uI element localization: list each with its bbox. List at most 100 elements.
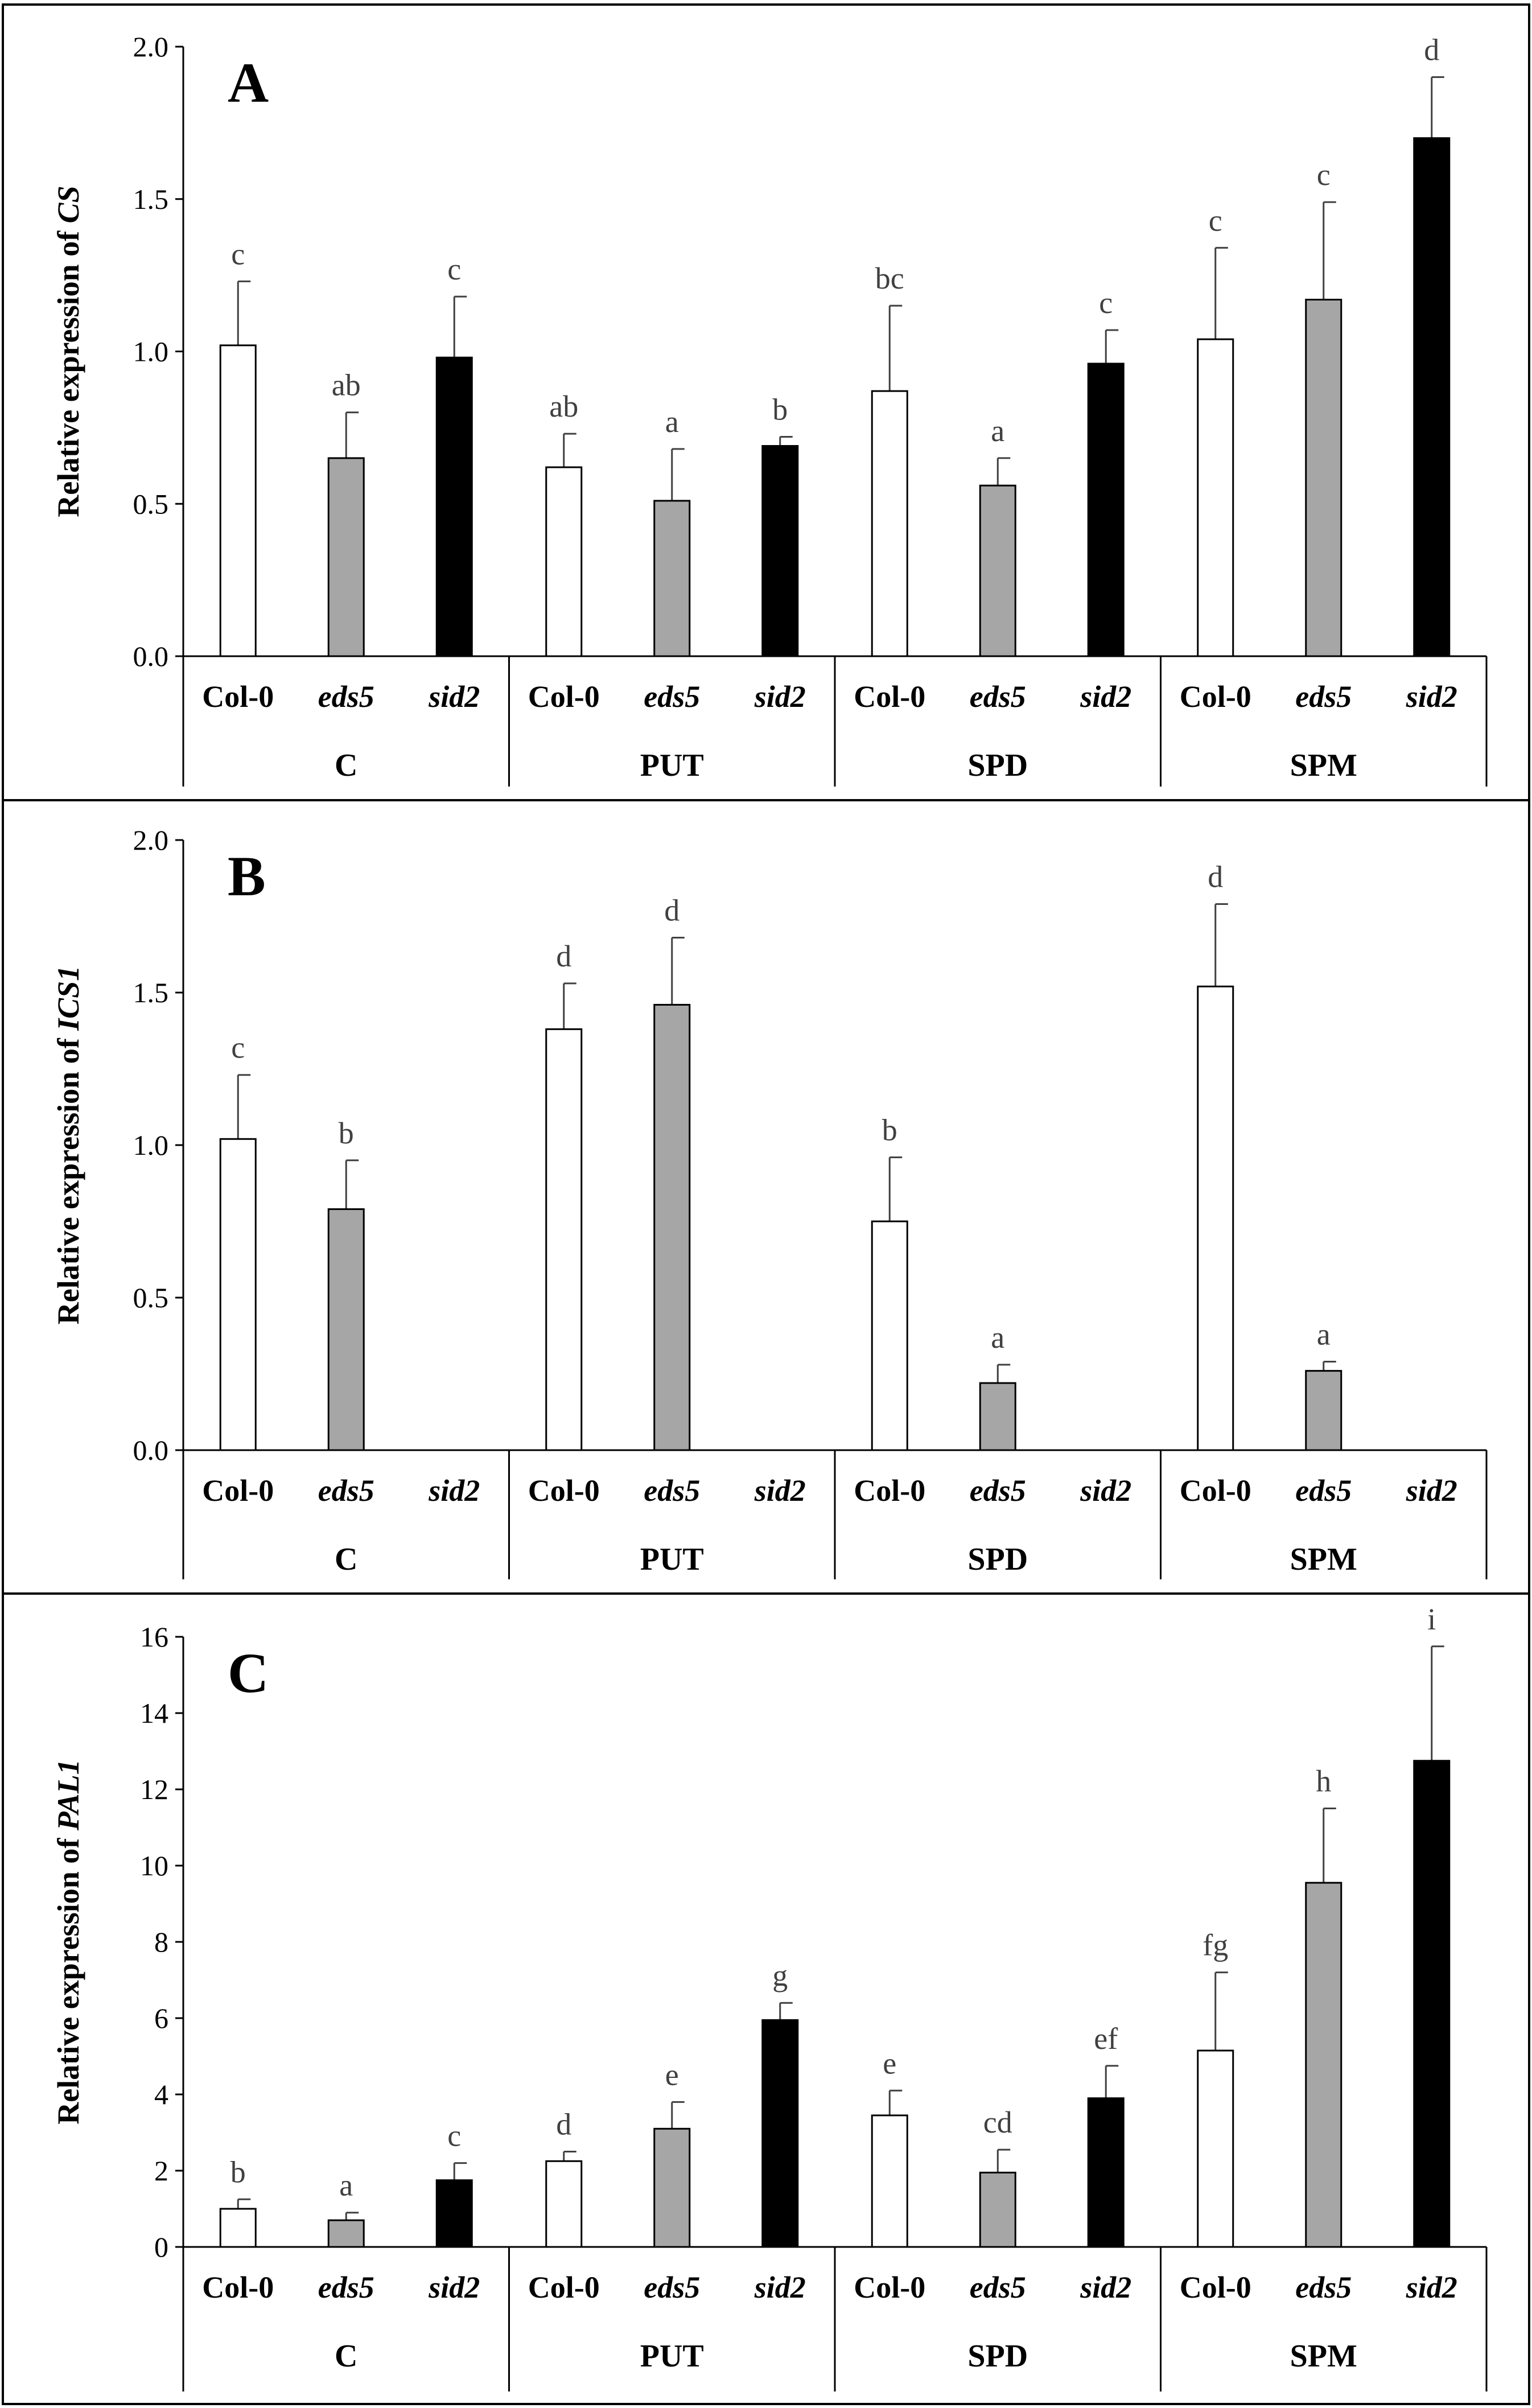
significance-letter: a xyxy=(991,1320,1004,1355)
bar-Col-0-SPD xyxy=(871,2114,908,2248)
genotype-label: Col-0 xyxy=(202,1473,274,1508)
significance-letter: g xyxy=(772,1958,788,1993)
panel-C: 0 2 4 6 8 10 12 14 16 Relative expression of PAL1… xyxy=(2,1592,1530,2405)
bar-sid2-PUT xyxy=(761,2019,799,2248)
y-tick-label: 1.5 xyxy=(133,977,169,1009)
y-tick-label: 2.0 xyxy=(133,31,169,63)
genotype-label: eds5 xyxy=(318,2270,374,2304)
significance-letter: b xyxy=(230,2155,246,2189)
bar-Col-0-SPD xyxy=(871,1220,908,1451)
bar-sid2-SPM xyxy=(1413,137,1451,657)
bar-Col-0-C xyxy=(219,344,257,657)
genotype-label: eds5 xyxy=(970,2270,1026,2304)
significance-letter: a xyxy=(991,414,1004,448)
significance-letter: b xyxy=(882,1113,897,1147)
y-axis-title: Relative expression of CS xyxy=(51,186,85,517)
y-tick-label: 12 xyxy=(140,1773,168,1805)
y-tick-label: 4 xyxy=(154,2078,168,2110)
significance-letter: i xyxy=(1427,1602,1436,1636)
bar-eds5-PUT xyxy=(653,500,691,657)
y-tick-label: 1.5 xyxy=(133,183,169,215)
y-axis-title-prefix: Relative expression of xyxy=(51,1031,85,1324)
y-axis-title-prefix: Relative expression of xyxy=(51,223,85,517)
genotype-label: eds5 xyxy=(318,1473,374,1508)
bar-eds5-C xyxy=(327,2219,365,2248)
genotype-label: eds5 xyxy=(1295,1473,1352,1508)
significance-letter: a xyxy=(339,2168,353,2203)
significance-letter: a xyxy=(1317,1318,1331,1352)
bar-eds5-SPM xyxy=(1305,1882,1342,2248)
significance-letter: c xyxy=(231,1031,245,1065)
genotype-label: eds5 xyxy=(644,680,700,714)
bar-eds5-SPD xyxy=(979,2171,1016,2248)
significance-letter: b xyxy=(772,392,788,426)
group-label: C xyxy=(335,1542,357,1577)
genotype-label: Col-0 xyxy=(1180,1473,1251,1508)
y-axis-title: Relative expression of ICS1 xyxy=(51,966,85,1325)
genotype-label: sid2 xyxy=(1406,2270,1457,2304)
genotype-label: Col-0 xyxy=(854,2270,925,2304)
genotype-label: Col-0 xyxy=(1180,680,1251,714)
group-label: C xyxy=(335,2339,357,2374)
y-tick-label: 1.0 xyxy=(133,336,169,368)
genotype-label: eds5 xyxy=(644,2270,700,2304)
genotype-label: sid2 xyxy=(754,1473,806,1508)
significance-letter: c xyxy=(1099,286,1113,320)
panel-letter: C xyxy=(228,1641,269,1705)
panel-frame xyxy=(2,1592,1530,2405)
y-tick-label: 2.0 xyxy=(133,824,169,856)
bar-Col-0-SPM xyxy=(1197,338,1234,657)
bar-eds5-C xyxy=(327,1208,365,1451)
bar-Col-0-C xyxy=(219,2208,257,2248)
group-label: SPM xyxy=(1290,1542,1357,1577)
significance-letter: c xyxy=(447,2119,461,2153)
group-label: SPD xyxy=(967,2339,1028,2374)
genotype-label: sid2 xyxy=(754,2270,806,2304)
significance-letter: e xyxy=(883,2046,896,2080)
significance-letter: h xyxy=(1316,1764,1331,1798)
y-tick-label: 8 xyxy=(154,1926,168,1958)
genotype-label: eds5 xyxy=(970,1473,1026,1508)
bar-sid2-SPD xyxy=(1087,2097,1125,2248)
y-axis-title-gene: PAL1 xyxy=(51,1759,85,1831)
significance-letter: d xyxy=(556,2107,571,2142)
genotype-label: Col-0 xyxy=(528,2270,600,2304)
group-label: PUT xyxy=(640,748,704,783)
significance-letter: d xyxy=(556,939,571,973)
y-axis-title-gene: CS xyxy=(51,186,85,223)
genotype-label: sid2 xyxy=(428,1473,480,1508)
significance-letter: d xyxy=(1208,860,1223,894)
significance-letter: ab xyxy=(549,389,578,423)
significance-letter: d xyxy=(664,894,679,928)
significance-letter: e xyxy=(665,2057,679,2092)
group-label: PUT xyxy=(640,1542,704,1577)
significance-letter: b xyxy=(339,1116,354,1150)
y-tick-label: 10 xyxy=(140,1850,168,1882)
genotype-label: Col-0 xyxy=(202,680,274,714)
genotype-label: sid2 xyxy=(1406,1473,1457,1508)
bar-eds5-PUT xyxy=(653,1003,691,1451)
genotype-label: Col-0 xyxy=(854,680,925,714)
y-tick-label: 0 xyxy=(154,2231,168,2263)
bar-Col-0-SPM xyxy=(1197,2049,1234,2248)
bar-Col-0-PUT xyxy=(545,466,583,657)
significance-letter: bc xyxy=(875,261,904,295)
significance-letter: a xyxy=(665,405,679,439)
bar-Col-0-PUT xyxy=(545,2160,583,2248)
group-label: C xyxy=(335,748,357,783)
significance-letter: fg xyxy=(1202,1928,1228,1962)
bar-Col-0-SPM xyxy=(1197,985,1234,1451)
panel-letter: A xyxy=(228,51,269,114)
group-label: PUT xyxy=(640,2339,704,2374)
genotype-label: sid2 xyxy=(1080,1473,1131,1508)
y-tick-label: 6 xyxy=(154,2002,168,2034)
group-label: SPM xyxy=(1290,2339,1357,2374)
bar-Col-0-PUT xyxy=(545,1028,583,1451)
significance-letter: c xyxy=(447,252,461,286)
genotype-label: sid2 xyxy=(1080,2270,1131,2304)
significance-letter: ef xyxy=(1094,2022,1118,2056)
bar-eds5-PUT xyxy=(653,2127,691,2248)
significance-letter: c xyxy=(1317,158,1331,192)
